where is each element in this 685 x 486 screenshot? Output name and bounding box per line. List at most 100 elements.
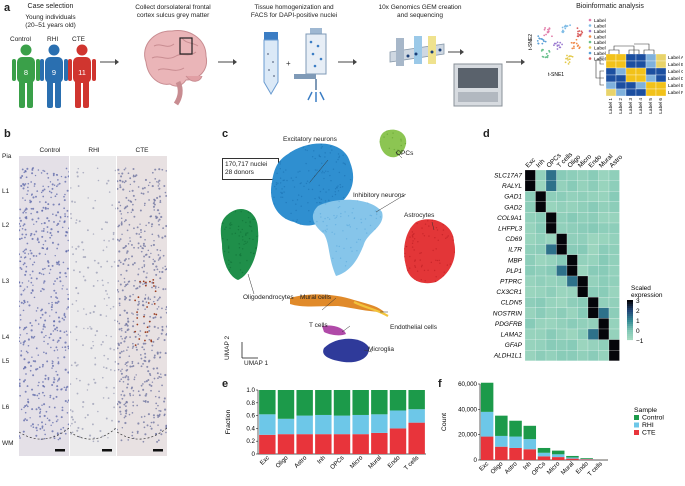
tissue-control-image xyxy=(19,156,69,456)
group-rhi-label: RHI xyxy=(47,36,59,43)
y-tick-label: 0 xyxy=(474,457,478,464)
tsne-legend-label: Label xyxy=(594,35,606,41)
heatmap-gene-label: GAD1 xyxy=(504,194,522,201)
x-tick-label: T cells xyxy=(586,460,604,478)
people-icons xyxy=(12,44,96,108)
heatmap-gene-label: COL9A1 xyxy=(497,215,522,222)
bar-segment xyxy=(352,434,369,454)
person-control-icon xyxy=(12,44,40,108)
arrow-icon xyxy=(506,59,525,65)
cluster-label-opc: OPCs xyxy=(396,150,414,157)
heatmap-gene-label: LHFPL3 xyxy=(498,226,522,233)
legend-swatch xyxy=(634,415,639,420)
legend-title: Sample xyxy=(634,407,657,414)
arrow-icon xyxy=(218,59,237,65)
group-cte-n: 11 xyxy=(78,68,86,77)
legend-label: Control xyxy=(642,415,664,422)
bar-segment xyxy=(315,414,332,435)
x-tick-label: Exc xyxy=(259,454,271,466)
bar-segment xyxy=(509,420,522,437)
arrow-icon xyxy=(100,59,119,65)
bar-segment xyxy=(495,446,508,460)
umap2-axis-label: UMAP 2 xyxy=(224,335,231,360)
person-rhi-icon xyxy=(40,44,68,108)
tsne-legend-label: Label xyxy=(594,18,606,24)
x-tick-label: Oligo xyxy=(274,454,290,470)
x-tick-label: Inh xyxy=(316,454,327,465)
umap-plot xyxy=(220,129,456,363)
bar-segment xyxy=(352,390,369,415)
bar-segment xyxy=(537,456,551,460)
heatmap-gene-label: SLC17A7 xyxy=(494,173,522,180)
x-tick-label: Inh xyxy=(522,460,533,471)
bar-segment xyxy=(480,411,494,437)
brain-icon xyxy=(144,29,208,106)
heatmap-gene-label: CLDN5 xyxy=(501,300,523,307)
bar-segment xyxy=(566,457,579,459)
step1-title: Case selection xyxy=(27,3,74,10)
nuclei-count: 170,717 nuclei xyxy=(225,161,268,168)
group-control-n: 8 xyxy=(23,68,29,77)
group-control-label: Control xyxy=(10,36,31,43)
bar-segment xyxy=(352,414,369,435)
mini-heatmap-col-label: Label 2 xyxy=(618,98,624,114)
panel-f-label: f xyxy=(438,378,442,390)
tsne2-label: t-SNE2 xyxy=(528,34,534,50)
step2-line1: Collect dorsolateral frontal xyxy=(135,4,211,11)
bar-segment xyxy=(296,434,313,454)
heatmap-gene-label: LAMA2 xyxy=(501,332,523,339)
legend-swatch xyxy=(634,430,639,435)
panel-d-label: d xyxy=(483,128,490,140)
panel-e-label: e xyxy=(222,378,229,390)
x-tick-label: T cells xyxy=(403,454,421,472)
colorbar-tick: −1 xyxy=(636,338,644,345)
bar-segment xyxy=(315,390,332,415)
x-tick-label: Micro xyxy=(546,460,562,476)
cortex-layer-label: L3 xyxy=(2,278,10,285)
bar-segment xyxy=(495,415,508,436)
step1-subtitle2: (20–51 years old) xyxy=(25,22,76,29)
bar-segment xyxy=(408,422,425,454)
mini-heatmap-col-label: Label 1 xyxy=(608,98,614,114)
heatmap-gene-label: PDGFRB xyxy=(495,321,523,328)
bar-segment xyxy=(408,409,425,423)
sequencer-icon xyxy=(389,36,503,107)
heatmap-gene-label: GAD2 xyxy=(504,204,522,211)
bar-segment xyxy=(277,390,295,419)
x-tick-label: Astro xyxy=(293,454,309,470)
bar-segment xyxy=(523,449,537,460)
heatmap-col-label: Inh xyxy=(535,158,547,170)
mini-heatmap-col-label: Label 5 xyxy=(648,98,654,114)
bar-segment xyxy=(580,458,593,459)
cluster-label-mural: Mural cells xyxy=(300,294,332,301)
bar-segment xyxy=(296,415,313,435)
arrow-icon xyxy=(338,59,357,65)
heatmap-gene-label: RALYL xyxy=(502,183,522,190)
heatmap-gene-label: GFAP xyxy=(505,342,523,349)
mini-heatmap-row-label: Label C xyxy=(668,69,683,75)
colorbar-tick: 3 xyxy=(636,298,640,305)
panel-b-label: b xyxy=(4,128,11,140)
x-tick-label: Mural xyxy=(367,454,383,470)
mini-heatmap-row-label: Label B xyxy=(668,62,683,68)
y-tick-label: 0.2 xyxy=(246,438,255,445)
x-tick-label: Astro xyxy=(504,460,520,476)
fraction-bar-chart: 0 0.2 0.4 0.6 0.8 1.0 Fraction Exc Oligo Astro Inh… xyxy=(225,387,426,472)
mini-heatmap-row-label: Label F xyxy=(668,90,683,96)
heatmap-gene-label: CD69 xyxy=(505,236,522,243)
bar-segment xyxy=(259,414,276,435)
tsne-legend-label: Label xyxy=(594,24,606,30)
y-tick-label: 0.8 xyxy=(246,400,255,407)
bar-segment xyxy=(480,382,494,412)
mini-heatmap-row-label: Label E xyxy=(668,83,683,89)
bar-segment xyxy=(509,447,522,460)
heatmap-gene-label: NOSTRIN xyxy=(493,310,523,317)
bar-segment xyxy=(551,457,565,460)
y-tick-label: 1.0 xyxy=(246,387,255,394)
bar-segment xyxy=(537,452,551,457)
colorbar-title: expression xyxy=(631,292,663,299)
bar-segment xyxy=(551,454,565,458)
bar-segment xyxy=(389,390,407,411)
cortex-layer-label: L6 xyxy=(2,404,10,411)
